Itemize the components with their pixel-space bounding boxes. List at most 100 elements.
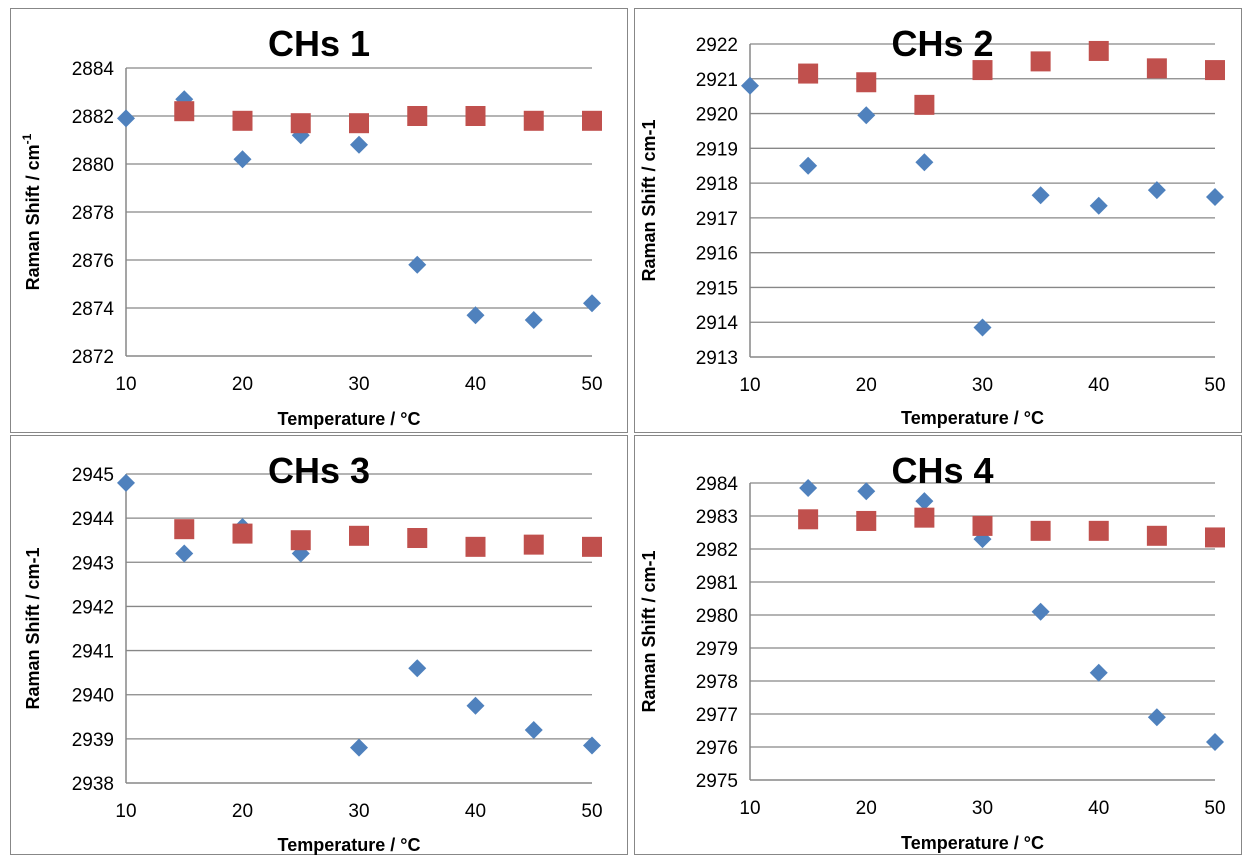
chart-4-series-2-square-point bbox=[1030, 520, 1051, 541]
chart-1-series-1-diamond-point bbox=[583, 294, 601, 313]
chart-3-series-2-square-point bbox=[582, 536, 602, 557]
chart-2-series-1-diamond-point bbox=[1147, 181, 1166, 200]
chart-4-series-1-diamond-point bbox=[1206, 733, 1224, 752]
chart-1-series-1-diamond-point bbox=[466, 306, 485, 325]
chart-4-series-2-square-point bbox=[856, 510, 877, 531]
chart-2-y-tick-label: 2918 bbox=[696, 174, 738, 195]
chart-4-series-2-square-point bbox=[1088, 520, 1109, 541]
chart-2-series-2-square-point bbox=[1205, 60, 1225, 81]
chart-2-y-tick-label: 2916 bbox=[696, 244, 738, 265]
chart-1-series-2-square-point bbox=[174, 101, 195, 122]
chart-1-y-tick-label: 2878 bbox=[72, 203, 114, 224]
chart-3-x-axis-label: Temperature / °C bbox=[278, 835, 421, 855]
chart-4-series-1-diamond-point bbox=[1089, 663, 1108, 682]
chart-4-series-2-square-point bbox=[798, 509, 819, 530]
chart-3-y-tick-label: 2940 bbox=[72, 686, 114, 707]
chart-2-y-tick-label: 2913 bbox=[696, 348, 738, 369]
chart-panel-2: 2913 2914 2915 2916 2917 2918 2919 2920 2921 2922… bbox=[634, 8, 1242, 433]
chart-3-series-2-square-point bbox=[465, 536, 486, 557]
chart-2-series-2-square-point bbox=[1088, 40, 1109, 61]
chart-2-series-1-diamond-point bbox=[741, 76, 759, 95]
chart-2-series-1-diamond-point bbox=[1206, 188, 1224, 207]
chart-2-series-2-square-point bbox=[972, 60, 993, 81]
chart-2-series-1-diamond-point bbox=[857, 106, 876, 125]
chart-2: 2913 2914 2915 2916 2917 2918 2919 2920 2921 2922… bbox=[639, 23, 1226, 428]
chart-3-x-tick-label: 50 bbox=[581, 801, 602, 822]
chart-3-series-2-square-point bbox=[290, 530, 311, 551]
chart-panel-1: 2872 2874 2876 2878 2880 2882 2884 10 20 30 40 50 CH… bbox=[10, 8, 628, 433]
chart-3-y-tick-label: 2944 bbox=[72, 509, 115, 530]
chart-2-y-tick-label: 2915 bbox=[696, 278, 738, 299]
chart-4-x-tick-label: 50 bbox=[1204, 798, 1225, 819]
chart-2-y-axis-label: Raman Shift / cm-1 bbox=[639, 119, 659, 281]
chart-4-x-tick-label: 30 bbox=[972, 798, 993, 819]
chart-3-series-2-square-point bbox=[407, 528, 428, 549]
chart-1-x-tick-label: 40 bbox=[465, 374, 486, 395]
chart-4-title: CHs 4 bbox=[891, 450, 993, 491]
chart-4-y-tick-label: 2976 bbox=[696, 738, 738, 759]
chart-2-series-2-square-point bbox=[1146, 58, 1167, 79]
chart-3-series-1-diamond-point bbox=[524, 721, 543, 740]
chart-2-y-tick-label: 2919 bbox=[696, 139, 738, 160]
chart-3-series-1-diamond-point bbox=[117, 473, 135, 492]
chart-1-series-2-square-point bbox=[349, 113, 369, 134]
chart-4-x-axis-label: Temperature / °C bbox=[901, 833, 1044, 853]
chart-3-y-tick-label: 2938 bbox=[72, 774, 114, 795]
chart-4: 2975 2976 2977 2978 2979 2980 2981 2982 2983 2984… bbox=[639, 450, 1226, 853]
chart-1-series-1-diamond-point bbox=[524, 311, 543, 329]
chart-3-series-2-square-point bbox=[523, 534, 544, 555]
chart-1-y-axis-label: Raman Shift / cm-1 bbox=[20, 133, 43, 290]
chart-2-y-tick-label: 2920 bbox=[696, 105, 738, 126]
chart-2-x-tick-label: 20 bbox=[856, 375, 877, 396]
chart-1-y-tick-label: 2882 bbox=[72, 107, 114, 128]
chart-1-x-tick-label: 20 bbox=[232, 374, 253, 395]
chart-4-series-2-square-point bbox=[1205, 527, 1225, 548]
chart-4-series-1-diamond-point bbox=[857, 482, 876, 501]
chart-2-series-1-diamond-point bbox=[1089, 196, 1108, 215]
chart-1-x-tick-label: 30 bbox=[348, 374, 369, 395]
chart-3-x-tick-label: 20 bbox=[232, 801, 253, 822]
chart-2-x-tick-label: 50 bbox=[1204, 375, 1225, 396]
chart-1-series-1-diamond-point bbox=[350, 135, 368, 154]
chart-1-series-2-square-point bbox=[407, 106, 428, 126]
chart-4-series-2-square-point bbox=[914, 507, 935, 528]
chart-3-series-1-diamond-point bbox=[350, 738, 368, 757]
chart-panel-3: 2938 2939 2940 2941 2942 2943 2944 2945 10 20 30 40… bbox=[10, 435, 628, 855]
chart-3-x-tick-label: 40 bbox=[465, 801, 486, 822]
chart-1-series-1-diamond-point bbox=[233, 150, 252, 169]
chart-4-series-1-diamond-point bbox=[915, 492, 934, 511]
chart-1-y-tick-label: 2884 bbox=[72, 59, 115, 80]
chart-1: 2872 2874 2876 2878 2880 2882 2884 10 20 30 40 50 CH… bbox=[20, 23, 603, 429]
chart-2-y-tick-label: 2921 bbox=[696, 70, 738, 91]
chart-2-y-tick-label: 2917 bbox=[696, 209, 738, 230]
chart-4-x-tick-label: 10 bbox=[739, 798, 760, 819]
chart-3-y-tick-label: 2942 bbox=[72, 597, 114, 618]
chart-4-series-2-square-point bbox=[1146, 525, 1167, 546]
chart-1-series-1-diamond-point bbox=[117, 109, 135, 128]
chart-4-x-tick-label: 20 bbox=[856, 798, 877, 819]
chart-1-series-2-square-point bbox=[232, 110, 253, 131]
chart-4-y-tick-label: 2983 bbox=[696, 507, 738, 528]
chart-1-x-axis-label: Temperature / °C bbox=[278, 409, 421, 429]
chart-3-y-tick-label: 2945 bbox=[72, 465, 114, 486]
chart-2-series-2-square-point bbox=[1030, 51, 1051, 72]
chart-4-y-tick-label: 2979 bbox=[696, 639, 738, 660]
chart-1-x-tick-label: 50 bbox=[581, 374, 602, 395]
chart-2-x-tick-label: 10 bbox=[739, 375, 760, 396]
chart-3-y-tick-label: 2943 bbox=[72, 553, 114, 574]
chart-1-y-tick-label: 2880 bbox=[72, 155, 114, 176]
chart-4-y-tick-label: 2978 bbox=[696, 672, 738, 693]
chart-4-y-tick-label: 2980 bbox=[696, 606, 738, 627]
chart-1-series-2-square-point bbox=[465, 106, 486, 126]
chart-3-series-1-diamond-point bbox=[175, 544, 194, 563]
chart-1-series-1-diamond-point bbox=[408, 255, 427, 274]
chart-2-y-tick-label: 2914 bbox=[696, 313, 739, 334]
chart-3-series-2-square-point bbox=[349, 525, 369, 546]
chart-1-title: CHs 1 bbox=[268, 23, 370, 64]
chart-1-series-2-square-point bbox=[582, 110, 602, 131]
chart-3-series-2-square-point bbox=[174, 519, 195, 540]
chart-1-x-tick-label: 10 bbox=[115, 374, 136, 395]
chart-3-title: CHs 3 bbox=[268, 450, 370, 491]
chart-4-y-tick-label: 2981 bbox=[696, 573, 738, 594]
chart-3-series-1-diamond-point bbox=[466, 696, 485, 715]
